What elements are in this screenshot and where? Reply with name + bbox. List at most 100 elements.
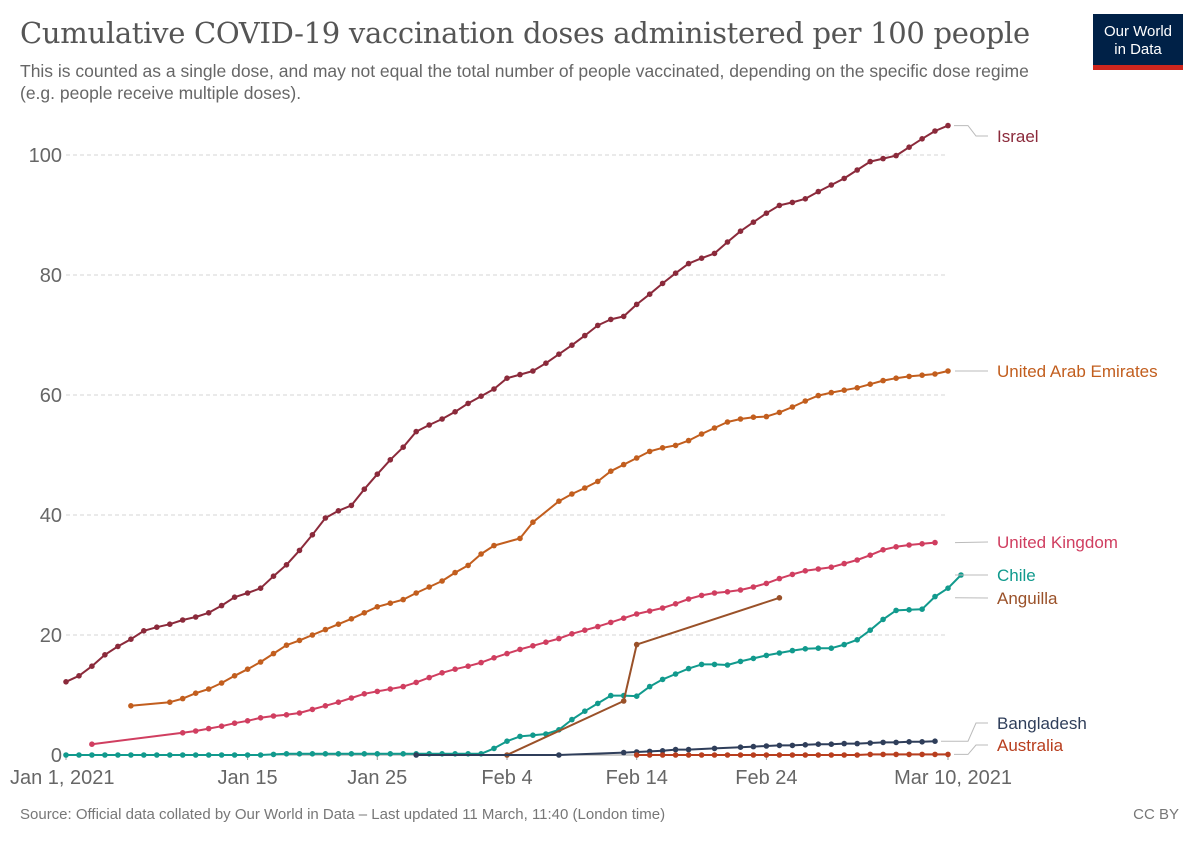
data-point <box>569 491 575 497</box>
series-israel[interactable] <box>63 122 951 685</box>
series-chile[interactable] <box>63 572 964 758</box>
data-point <box>491 745 497 752</box>
data-point <box>361 610 368 616</box>
data-point <box>659 748 666 754</box>
data-point <box>841 175 847 182</box>
data-point <box>167 621 173 627</box>
data-point <box>711 250 718 257</box>
data-point <box>828 752 835 758</box>
data-point <box>309 706 316 713</box>
data-point <box>776 595 783 601</box>
data-point <box>530 368 536 374</box>
x-tick-label: Jan 15 <box>218 767 278 789</box>
series-united-arab-emirates[interactable] <box>128 368 951 709</box>
data-point <box>867 740 873 746</box>
data-point <box>595 623 601 630</box>
data-point <box>530 643 536 649</box>
label-connector <box>941 722 988 742</box>
data-point <box>608 468 614 475</box>
data-point <box>802 742 809 748</box>
data-point <box>283 751 290 757</box>
series-label-united-arab-emirates[interactable]: United Arab Emirates <box>997 362 1158 381</box>
data-point <box>89 663 95 669</box>
series-australia[interactable] <box>633 751 951 758</box>
data-point <box>543 360 549 367</box>
data-point <box>750 414 757 421</box>
data-point <box>789 752 796 758</box>
data-point <box>763 413 770 420</box>
data-point <box>880 616 886 623</box>
series-label-bangladesh[interactable]: Bangladesh <box>997 714 1087 733</box>
data-point <box>283 562 290 568</box>
data-point <box>646 608 653 614</box>
data-point <box>698 661 705 668</box>
data-point <box>322 703 329 709</box>
data-point <box>906 751 912 758</box>
data-point <box>672 671 679 677</box>
data-point <box>400 596 407 603</box>
series-united-kingdom[interactable] <box>89 539 938 747</box>
data-point <box>763 752 770 758</box>
data-point <box>776 575 783 582</box>
logo-line-2: in Data <box>1114 41 1162 58</box>
x-tick-label: Mar 10, 2021 <box>894 767 1012 789</box>
series-label-chile[interactable]: Chile <box>997 566 1036 585</box>
data-point <box>452 409 458 415</box>
data-point <box>906 739 912 745</box>
data-point <box>685 437 692 444</box>
data-point <box>893 607 899 614</box>
data-point <box>335 508 342 514</box>
data-point <box>283 642 290 648</box>
data-point <box>711 745 718 752</box>
data-point <box>919 739 925 745</box>
data-point <box>828 741 835 747</box>
series-label-israel[interactable]: Israel <box>997 127 1039 146</box>
series-label-united-kingdom[interactable]: United Kingdom <box>997 533 1118 552</box>
data-point <box>517 733 523 740</box>
data-point <box>309 751 316 757</box>
data-point <box>763 743 770 749</box>
series-label-australia[interactable]: Australia <box>997 736 1064 755</box>
data-point <box>335 699 342 705</box>
series-line-chile <box>66 574 962 756</box>
y-tick-label: 80 <box>40 265 62 287</box>
data-point <box>141 628 147 634</box>
data-point <box>880 739 886 746</box>
data-point <box>932 593 938 600</box>
series-labels: Israel United Arab Emirates United Kingdom… <box>941 125 1158 755</box>
data-point <box>504 738 510 744</box>
data-point <box>802 398 809 404</box>
data-point <box>478 659 484 666</box>
grid-lines <box>66 154 948 756</box>
data-point <box>439 670 445 676</box>
data-point <box>608 692 614 699</box>
data-point <box>322 751 329 757</box>
data-point <box>815 752 822 758</box>
data-point <box>841 752 847 758</box>
series-label-anguilla[interactable]: Anguilla <box>997 589 1058 608</box>
data-point <box>400 444 407 451</box>
data-point <box>698 255 705 261</box>
owid-logo[interactable]: Our World in Data <box>1093 14 1183 70</box>
data-point <box>115 643 121 650</box>
data-point <box>179 695 186 702</box>
data-point <box>919 606 925 612</box>
series-anguilla[interactable] <box>504 595 783 758</box>
data-point <box>776 409 783 416</box>
data-point <box>802 752 809 758</box>
data-point <box>491 655 497 661</box>
data-point <box>413 679 420 686</box>
data-point <box>828 645 835 651</box>
data-point <box>854 637 860 643</box>
data-point <box>672 752 679 758</box>
data-point <box>737 658 744 665</box>
data-point <box>932 751 938 758</box>
data-point <box>802 568 809 574</box>
data-point <box>76 752 82 758</box>
data-point <box>517 646 523 653</box>
label-connector <box>954 541 989 544</box>
license-link[interactable]: CC BY <box>1133 806 1179 823</box>
data-point <box>919 751 925 758</box>
data-point <box>945 368 951 374</box>
series-bangladesh[interactable] <box>413 738 938 758</box>
